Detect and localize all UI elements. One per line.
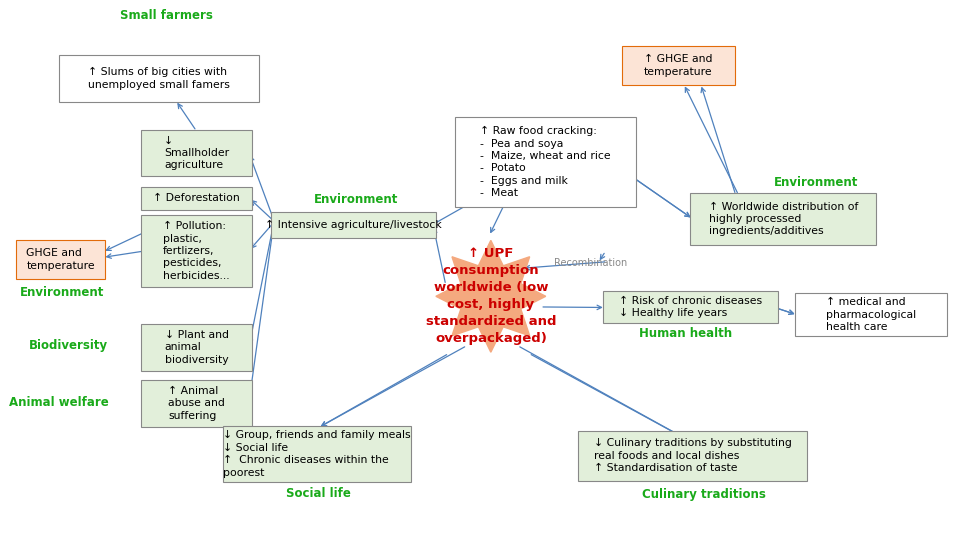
Text: Small farmers: Small farmers	[120, 9, 212, 21]
FancyBboxPatch shape	[454, 117, 636, 207]
FancyBboxPatch shape	[690, 193, 876, 245]
FancyBboxPatch shape	[141, 324, 252, 371]
Text: ↑ Pollution:
plastic,
fertlizers,
pesticides,
herbicides...: ↑ Pollution: plastic, fertlizers, pestic…	[163, 221, 230, 281]
FancyBboxPatch shape	[59, 55, 259, 102]
Text: ↑ medical and
pharmacological
health care: ↑ medical and pharmacological health car…	[826, 297, 916, 332]
FancyBboxPatch shape	[141, 186, 252, 210]
Text: ↓ Plant and
animal
biodiversity: ↓ Plant and animal biodiversity	[165, 330, 229, 365]
Text: ↑ Worldwide distribution of
highly processed
ingredients/additives: ↑ Worldwide distribution of highly proce…	[708, 202, 858, 237]
Polygon shape	[436, 240, 546, 352]
Text: Social life: Social life	[286, 487, 351, 500]
Text: GHGE and
temperature: GHGE and temperature	[26, 248, 95, 271]
Text: Human health: Human health	[639, 327, 732, 340]
Text: ↑ Risk of chronic diseases
↓ Healthy life years: ↑ Risk of chronic diseases ↓ Healthy lif…	[618, 296, 762, 318]
Text: ↑ Slums of big cities with
unemployed small famers: ↑ Slums of big cities with unemployed sm…	[88, 67, 230, 90]
FancyBboxPatch shape	[16, 240, 106, 279]
Text: ↓ Culinary traditions by substituting
real foods and local dishes
↑ Standardisat: ↓ Culinary traditions by substituting re…	[594, 438, 792, 473]
Text: ↑ Deforestation: ↑ Deforestation	[153, 193, 240, 203]
Text: ↑ Animal
abuse and
suffering: ↑ Animal abuse and suffering	[168, 386, 225, 421]
Text: ↓ Group, friends and family meals
↓ Social life
↑  Chronic diseases within the
p: ↓ Group, friends and family meals ↓ Soci…	[223, 430, 411, 477]
Text: Biodiversity: Biodiversity	[29, 339, 108, 352]
Text: Environment: Environment	[314, 193, 398, 206]
Text: ↑ UPF
consumption
worldwide (low
cost, highly
standardized and
overpackaged): ↑ UPF consumption worldwide (low cost, h…	[425, 247, 556, 345]
FancyBboxPatch shape	[795, 293, 948, 336]
Text: ↑ GHGE and
temperature: ↑ GHGE and temperature	[644, 54, 712, 77]
Text: ↑ Intensive agriculture/livestock: ↑ Intensive agriculture/livestock	[265, 220, 442, 230]
FancyBboxPatch shape	[622, 46, 735, 85]
FancyBboxPatch shape	[603, 291, 777, 324]
Text: Recombination: Recombination	[554, 258, 627, 268]
FancyBboxPatch shape	[223, 426, 411, 482]
FancyBboxPatch shape	[270, 212, 436, 238]
Text: Animal welfare: Animal welfare	[9, 396, 109, 410]
Text: Environment: Environment	[774, 176, 859, 190]
FancyBboxPatch shape	[141, 215, 252, 287]
Text: ↓
Smallholder
agriculture: ↓ Smallholder agriculture	[164, 136, 229, 170]
FancyBboxPatch shape	[141, 130, 252, 176]
FancyBboxPatch shape	[578, 430, 807, 481]
Text: Environment: Environment	[19, 286, 104, 299]
FancyBboxPatch shape	[141, 380, 252, 427]
Text: Culinary traditions: Culinary traditions	[642, 488, 766, 501]
Text: ↑ Raw food cracking:
-  Pea and soya
-  Maize, wheat and rice
-  Potato
-  Eggs : ↑ Raw food cracking: - Pea and soya - Ma…	[480, 126, 610, 198]
